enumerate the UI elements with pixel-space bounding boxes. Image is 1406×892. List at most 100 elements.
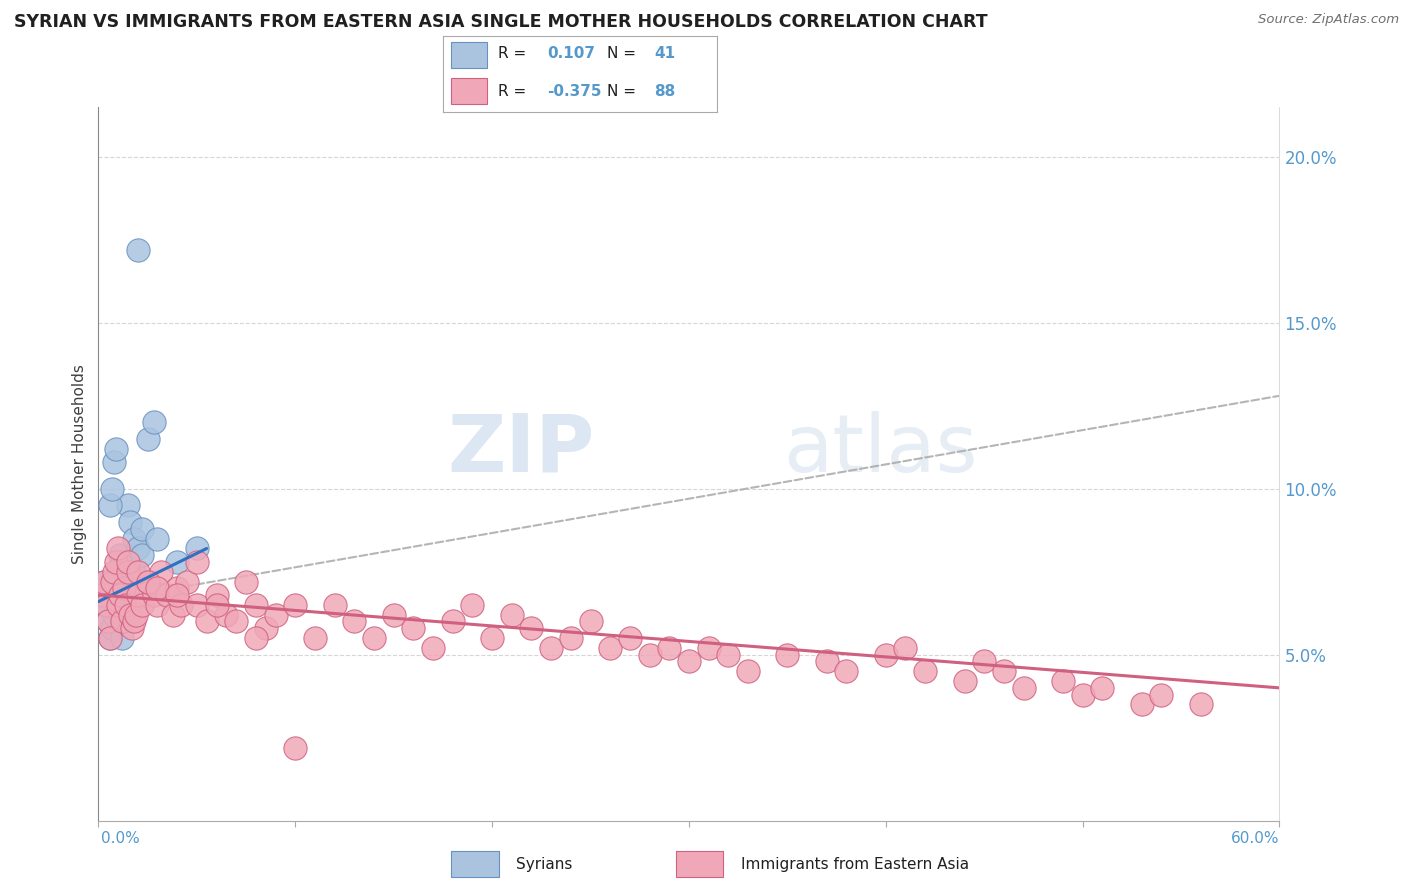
Point [98, 499, 121, 513]
Point [678, 654, 700, 668]
Point [205, 588, 228, 602]
Point [422, 641, 444, 656]
Point [245, 631, 267, 645]
Bar [676, 852, 723, 877]
Point [107, 565, 129, 579]
Point [186, 541, 208, 556]
Point [103, 565, 125, 579]
Point [638, 648, 661, 662]
Point [953, 674, 976, 689]
Point [108, 588, 131, 602]
Point [136, 432, 159, 446]
Text: N =: N = [607, 84, 641, 98]
Point [108, 598, 131, 612]
Text: 60.0%: 60.0% [1232, 831, 1279, 846]
Point [101, 582, 124, 596]
Point [118, 515, 141, 529]
Point [166, 582, 188, 596]
Point [122, 565, 145, 579]
Point [156, 588, 179, 602]
Point [1052, 674, 1074, 689]
Point [107, 541, 129, 556]
Text: Source: ZipAtlas.com: Source: ZipAtlas.com [1258, 13, 1399, 27]
Point [101, 574, 124, 589]
Point [98, 631, 121, 645]
Point [107, 582, 129, 596]
Point [1189, 698, 1212, 712]
Point [658, 641, 681, 656]
Point [993, 665, 1015, 679]
Point [108, 548, 131, 562]
Bar [451, 852, 499, 877]
Point [107, 598, 129, 612]
Text: 41: 41 [654, 46, 675, 62]
Point [205, 598, 228, 612]
Point [186, 598, 208, 612]
Point [264, 607, 287, 622]
Text: 0.0%: 0.0% [101, 831, 141, 846]
Point [776, 648, 799, 662]
Point [166, 588, 188, 602]
Bar [451, 42, 486, 68]
Text: N =: N = [607, 46, 641, 62]
Point [914, 665, 936, 679]
Point [118, 607, 141, 622]
Point [1071, 688, 1094, 702]
Point [176, 574, 198, 589]
Text: ZIP: ZIP [447, 410, 595, 489]
Point [560, 631, 582, 645]
Point [112, 615, 135, 629]
Point [150, 565, 173, 579]
Point [127, 541, 149, 556]
Point [122, 532, 145, 546]
Point [105, 582, 128, 596]
Point [112, 598, 135, 612]
Point [101, 621, 124, 635]
Point [111, 615, 134, 629]
Point [166, 555, 188, 569]
Point [117, 582, 139, 596]
Point [304, 631, 326, 645]
Point [1091, 681, 1114, 695]
Point [170, 598, 193, 612]
Point [98, 588, 121, 602]
Point [441, 615, 464, 629]
Point [875, 648, 897, 662]
Point [254, 621, 277, 635]
Point [245, 598, 267, 612]
Point [363, 631, 385, 645]
Point [93, 574, 115, 589]
Point [481, 631, 503, 645]
Text: Syrians: Syrians [516, 857, 572, 871]
Point [235, 574, 257, 589]
Point [115, 615, 138, 629]
Point [136, 574, 159, 589]
Text: 0.107: 0.107 [547, 46, 595, 62]
Point [737, 665, 759, 679]
Point [111, 555, 134, 569]
Point [107, 598, 129, 612]
Bar [451, 78, 486, 104]
Point [717, 648, 740, 662]
Point [142, 588, 165, 602]
Point [103, 607, 125, 622]
Point [402, 621, 425, 635]
Point [579, 615, 602, 629]
Point [343, 615, 366, 629]
Point [97, 615, 120, 629]
Point [96, 598, 118, 612]
Point [93, 574, 115, 589]
Point [1012, 681, 1035, 695]
Point [697, 641, 720, 656]
Point [146, 532, 169, 546]
Point [284, 740, 307, 755]
Text: atlas: atlas [783, 410, 977, 489]
Point [91, 588, 114, 602]
Point [835, 665, 858, 679]
Point [461, 598, 484, 612]
Text: R =: R = [498, 84, 531, 98]
Point [112, 582, 135, 596]
Point [1130, 698, 1153, 712]
Point [1150, 688, 1173, 702]
Point [894, 641, 917, 656]
